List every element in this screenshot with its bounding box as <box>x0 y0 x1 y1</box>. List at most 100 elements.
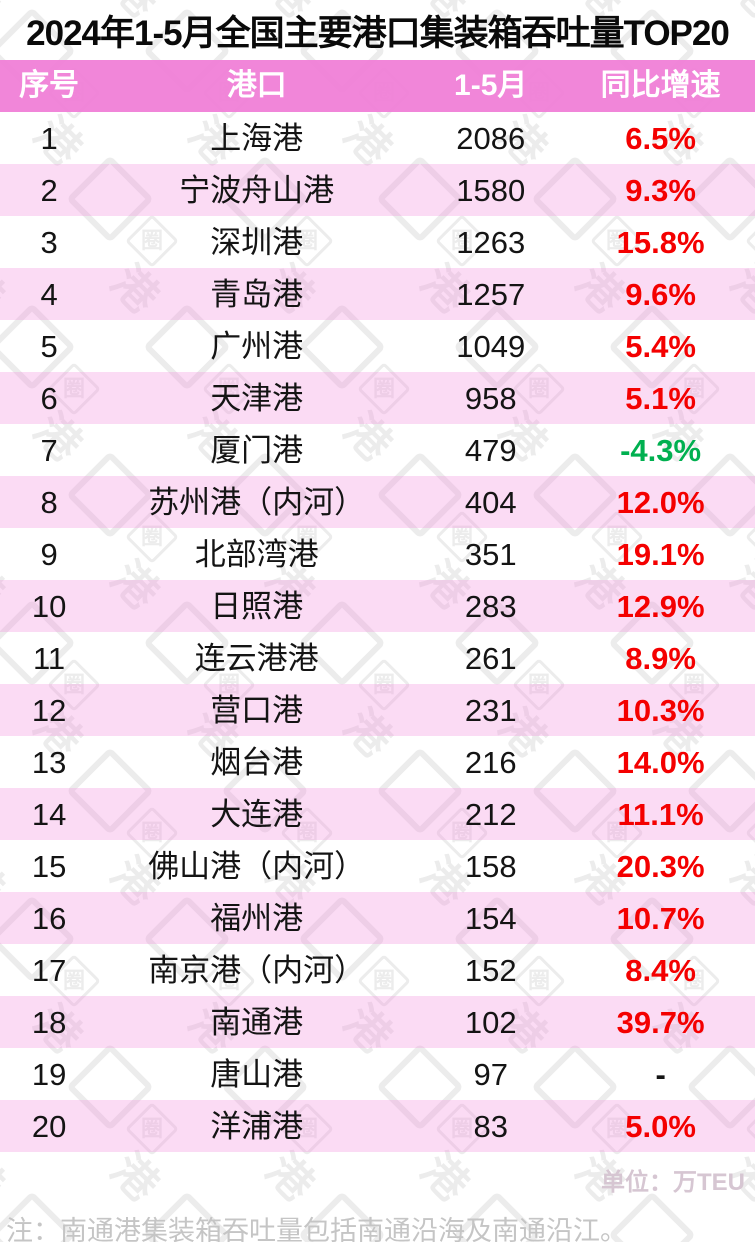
throughput-cell: 1049 <box>456 328 526 364</box>
table-row: 9 北部湾港 351 19.1% <box>0 528 755 580</box>
growth-cell: 10.7% <box>616 900 705 936</box>
rank-cell: 17 <box>31 952 67 988</box>
port-name-cell: 营口港 <box>210 692 304 728</box>
rank-cell: 2 <box>40 172 58 208</box>
rank-cell: 3 <box>40 224 58 260</box>
unit-label: 单位：万TEU <box>601 1169 745 1196</box>
table-header-row: 序号 港口 1-5月 同比增速 <box>0 60 755 112</box>
port-name-cell: 青岛港 <box>210 276 304 312</box>
rank-cell: 18 <box>31 1004 67 1040</box>
header-growth: 同比增速 <box>600 69 721 102</box>
port-name-cell: 佛山港（内河） <box>148 848 366 884</box>
rank-cell: 19 <box>31 1056 67 1092</box>
table-row: 20 洋浦港 83 5.0% <box>0 1100 755 1152</box>
table-row: 2 宁波舟山港 1580 9.3% <box>0 164 755 216</box>
table-row: 19 唐山港 97 - <box>0 1048 755 1100</box>
port-name-cell: 广州港 <box>210 328 304 364</box>
rank-cell: 10 <box>31 588 67 624</box>
growth-cell: 9.6% <box>625 276 696 312</box>
growth-cell: 5.0% <box>625 1108 696 1144</box>
footer: 单位：万TEU 注：南通港集装箱吞吐量包括南通沿海及南通沿江。 <box>0 1152 755 1242</box>
throughput-cell: 216 <box>464 744 517 780</box>
growth-cell: 20.3% <box>616 848 705 884</box>
table-row: 14 大连港 212 11.1% <box>0 788 755 840</box>
table-row: 11 连云港港 261 8.9% <box>0 632 755 684</box>
throughput-cell: 404 <box>464 484 517 520</box>
table-row: 10 日照港 283 12.9% <box>0 580 755 632</box>
growth-cell: 9.3% <box>625 172 696 208</box>
port-name-cell: 厦门港 <box>210 432 304 468</box>
table-row: 18 南通港 102 39.7% <box>0 996 755 1048</box>
port-name-cell: 天津港 <box>210 380 304 416</box>
throughput-cell: 97 <box>473 1056 508 1092</box>
table-row: 12 营口港 231 10.3% <box>0 684 755 736</box>
table-row: 17 南京港（内河） 152 8.4% <box>0 944 755 996</box>
throughput-cell: 1257 <box>456 276 526 312</box>
ports-table: 序号 港口 1-5月 同比增速 1 上海港 2086 6.5% 2 宁波舟山港 … <box>0 60 755 1152</box>
port-name-cell: 深圳港 <box>210 224 304 260</box>
table-row: 1 上海港 2086 6.5% <box>0 112 755 164</box>
rank-cell: 11 <box>32 640 66 676</box>
table-row: 8 苏州港（内河） 404 12.0% <box>0 476 755 528</box>
growth-cell: 11.1% <box>617 796 704 832</box>
growth-cell: 5.4% <box>625 328 696 364</box>
growth-cell: 15.8% <box>616 224 705 260</box>
growth-cell: 5.1% <box>625 380 696 416</box>
port-name-cell: 连云港港 <box>194 640 319 676</box>
rank-cell: 5 <box>40 328 58 364</box>
rank-cell: 6 <box>40 380 58 416</box>
throughput-cell: 351 <box>464 536 517 572</box>
rank-cell: 8 <box>40 484 58 520</box>
page-title: 2024年1-5月全国主要港口集装箱吞吐量TOP20 <box>26 13 730 53</box>
port-name-cell: 唐山港 <box>210 1056 304 1092</box>
port-name-cell: 宁波舟山港 <box>179 172 335 208</box>
port-name-cell: 福州港 <box>210 900 304 936</box>
throughput-cell: 2086 <box>456 120 526 156</box>
footnote: 注：南通港集装箱吞吐量包括南通沿海及南通沿江。 <box>6 1216 627 1242</box>
throughput-cell: 212 <box>464 796 517 832</box>
table-body: 1 上海港 2086 6.5% 2 宁波舟山港 1580 9.3% 3 深圳港 … <box>0 112 755 1152</box>
growth-cell: 14.0% <box>616 744 705 780</box>
port-name-cell: 南通港 <box>210 1004 304 1040</box>
rank-cell: 14 <box>31 796 67 832</box>
throughput-cell: 158 <box>464 848 517 884</box>
throughput-cell: 83 <box>473 1108 508 1144</box>
table-row: 16 福州港 154 10.7% <box>0 892 755 944</box>
rank-cell: 4 <box>40 276 58 312</box>
throughput-cell: 261 <box>464 640 517 676</box>
throughput-cell: 283 <box>464 588 517 624</box>
port-name-cell: 苏州港（内河） <box>148 484 366 520</box>
growth-cell: -4.3% <box>620 432 702 468</box>
table-row: 3 深圳港 1263 15.8% <box>0 216 755 268</box>
port-name-cell: 北部湾港 <box>194 536 319 572</box>
growth-cell: 8.4% <box>625 952 696 988</box>
throughput-cell: 1263 <box>456 224 526 260</box>
rank-cell: 15 <box>31 848 67 884</box>
throughput-cell: 231 <box>464 692 517 728</box>
rank-cell: 20 <box>31 1108 67 1144</box>
growth-cell: 10.3% <box>616 692 705 728</box>
header-port: 港口 <box>226 69 287 102</box>
port-name-cell: 上海港 <box>210 120 304 156</box>
rank-cell: 1 <box>40 120 58 156</box>
throughput-cell: 479 <box>464 432 517 468</box>
growth-cell: 39.7% <box>616 1004 705 1040</box>
header-rank: 序号 <box>19 69 80 102</box>
growth-cell: - <box>655 1056 666 1092</box>
port-name-cell: 日照港 <box>210 588 304 624</box>
table-row: 15 佛山港（内河） 158 20.3% <box>0 840 755 892</box>
rank-cell: 12 <box>31 692 67 728</box>
throughput-cell: 1580 <box>456 172 526 208</box>
throughput-cell: 958 <box>464 380 517 416</box>
growth-cell: 19.1% <box>616 536 705 572</box>
throughput-cell: 152 <box>464 952 517 988</box>
table-row: 4 青岛港 1257 9.6% <box>0 268 755 320</box>
rank-cell: 9 <box>40 536 58 572</box>
growth-cell: 6.5% <box>625 120 696 156</box>
rank-cell: 16 <box>31 900 67 936</box>
table-row: 7 厦门港 479 -4.3% <box>0 424 755 476</box>
port-name-cell: 南京港（内河） <box>148 952 366 988</box>
growth-cell: 8.9% <box>625 640 696 676</box>
header-period: 1-5月 <box>454 69 528 102</box>
